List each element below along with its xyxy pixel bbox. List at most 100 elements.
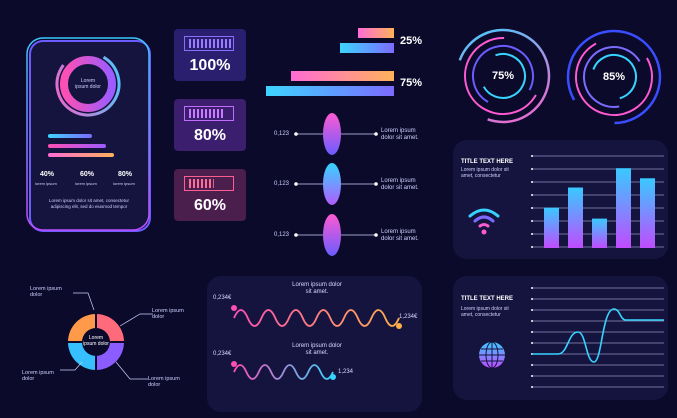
phone-bar-3 [48,153,114,157]
axis-dot [531,375,533,377]
phone-donut-label: Lorem ipsum dolor [75,78,101,90]
lens-group-1 [294,113,378,155]
axis-dot [531,298,533,300]
axis-dot [531,181,533,183]
line-chart-card: TITLE TEXT HERE Lorem ipsum dolor sit am… [453,276,668,400]
axis-dot [531,364,533,366]
lens-right-label-1: Lorem ipsum dolor sit amet. [381,128,419,141]
bar-2 [568,187,583,248]
battery-label-60: 60% [193,197,227,214]
bar-card-subtitle: Lorem ipsum dolor sit amet, consectetur [461,167,509,179]
phone-bar-1 [48,134,92,138]
wave-bottom [233,364,334,380]
lens-group-3 [294,214,378,256]
segment-label-3: Lorem ipsum dolor [22,370,54,382]
phone-stat-1: 40% [40,171,55,178]
line-card-subtitle: Lorem ipsum dolor sit amet, consectetur [461,306,509,318]
line-card-title: TITLE TEXT HERE [461,296,514,302]
progress-25-top [358,28,394,38]
phone-stat-3: 80% [118,171,133,178]
phone-bar-2 [48,144,106,148]
battery-bars-100 [184,36,234,51]
bar-5 [640,178,655,248]
phone-stat-caption-2: lorem ipsum [75,181,97,186]
wave-top [233,309,400,327]
axis-dot [531,331,533,333]
lens-left-label-3: 0,123 [274,232,290,238]
segment-donut-center: Lorem ipsum dolor [83,335,109,347]
axis-dot [531,246,533,248]
axis-dot [531,320,533,322]
ring-label-85: 85% [602,71,626,83]
lens-group-2 [294,163,378,205]
axis-dot [531,287,533,289]
bar-card-title: TITLE TEXT HERE [461,159,514,165]
wave-bottom-start: 0,234€ [213,351,232,357]
battery-card-80: 80% [174,99,246,151]
phone-donut-inner [60,56,116,112]
axis-dot [531,233,533,235]
phone-donut-outer [55,51,121,117]
segment-label-4: Lorem ipsum dolor [148,376,180,388]
globe-icon [479,341,505,369]
progress-label-75: 75% [400,77,423,89]
battery-card-60: 60% [174,169,246,221]
segment-4 [68,314,96,342]
segment-3 [68,342,96,370]
battery-label-100: 100% [189,57,231,74]
wifi-icon [468,208,500,235]
battery-card-100: 100% [174,29,246,81]
wave-card [207,276,422,412]
axis-dot [531,155,533,157]
lens-right-label-3: Lorem ipsum dolor sit amet. [381,229,419,242]
bar-3 [592,218,607,248]
bar-1 [544,207,559,248]
bar-chart-card: TITLE TEXT HERE Lorem ipsum dolor sit am… [453,140,668,259]
segment-1 [96,314,124,342]
bar-4 [616,168,631,248]
ring-label-75: 75% [491,70,515,82]
wave-top-end: 1,234€ [399,314,418,320]
progress-25-bottom [340,43,394,53]
segment-2 [96,342,124,370]
phone-stat-2: 60% [80,171,95,178]
wave-chart [231,305,402,380]
lens-right-label-2: Lorem ipsum dolor sit amet. [381,178,419,191]
segment-label-1: Lorem ipsum dolor [30,286,62,298]
progress-75-top [291,71,394,81]
phone-outline [26,37,150,231]
lens-left-label-2: 0,123 [274,181,290,187]
wave-bottom-end-dot [330,374,336,380]
phone-donut-hole [69,65,107,103]
line-chart [531,287,664,388]
wave-bottom-title: Lorem ipsum dolor sit amet. [292,343,342,356]
battery-label-80: 80% [193,127,227,144]
phone-footer-text: Lorem ipsum dolor sit amet, consectetur … [48,198,130,209]
ring-75 [455,28,551,124]
wave-top-title: Lorem ipsum dolor sit amet. [292,282,342,295]
line-series [532,308,664,363]
battery-bars-80 [184,106,234,121]
axis-dot [531,386,533,388]
axis-dot [531,220,533,222]
battery-bars-60 [184,176,234,191]
segment-donut [60,292,153,380]
wave-bottom-start-dot [231,361,237,367]
progress-label-25: 25% [400,35,423,47]
wave-top-start-dot [231,305,237,311]
segment-label-2: Lorem ipsum dolor [152,308,184,320]
phone-stat-caption-3: lorem ipsum [113,181,135,186]
bar-chart [531,155,664,248]
phone-stat-caption-1: lorem ipsum [35,181,57,186]
lens-left-label-1: 0,123 [274,131,290,137]
axis-dot [531,194,533,196]
wave-bottom-end: 1,234 [338,369,354,375]
axis-dot [531,207,533,209]
axis-dot [531,309,533,311]
wave-top-end-dot [396,323,402,329]
axis-dot [531,342,533,344]
axis-dot [531,168,533,170]
wave-top-start: 0,234€ [213,295,232,301]
progress-75-bottom [266,86,394,96]
